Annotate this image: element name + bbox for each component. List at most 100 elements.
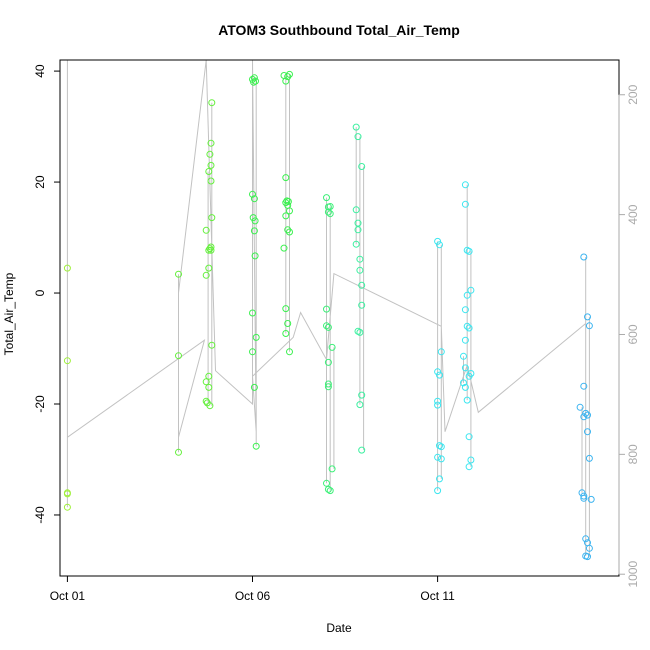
data-point [580,413,588,421]
data-point [465,324,473,332]
data-point [282,77,290,85]
data-point [323,479,330,487]
data-point [280,244,288,252]
data-point [63,264,71,272]
data-point [582,535,590,543]
y-axis-right: 200 400 600 800 1000 [618,84,640,588]
data-point [326,487,334,495]
data-point [434,397,442,405]
data-point [467,456,475,464]
data-point [251,252,259,260]
data-point [202,226,210,234]
y-tick-label: 0 [33,289,47,296]
x-tick-label: Oct 01 [50,589,86,603]
data-point [63,490,71,498]
data-point [286,207,293,215]
data-point [208,341,216,349]
data-point [436,475,443,483]
x-axis: Oct 01 Oct 06 Oct 11 [50,576,455,603]
data-point [251,217,259,225]
data-point [434,453,442,461]
data-point [461,200,469,208]
chart-title: ATOM3 Southbound Total_Air_Temp [218,22,460,38]
data-point [205,168,213,175]
data-point [175,448,182,456]
data-point [358,301,366,309]
data-point [356,266,364,274]
data-point [461,364,469,372]
data-point [576,403,584,411]
data-point [358,391,366,399]
data-point [584,313,591,321]
data-point [286,348,293,356]
data-point [323,194,330,202]
data-point [207,246,215,254]
data-point [63,357,71,365]
data-point [249,190,256,198]
data-point [437,348,445,356]
data-point [250,383,258,391]
data-point [284,73,292,81]
data-point [250,195,258,203]
y-tick-label: 20 [33,175,47,189]
data-point [463,396,471,404]
plot-box [59,59,620,577]
trace-lines [66,59,590,557]
data-point [206,245,214,253]
data-point [465,463,473,471]
data-point [205,383,213,391]
data-point [328,465,336,473]
data-point [585,544,593,552]
data-point [582,409,590,417]
data-point [206,402,214,410]
data-points [63,70,595,561]
data-point [436,371,443,379]
y-tick-label: -20 [33,395,47,413]
data-point [284,320,292,327]
data-point [358,163,366,170]
data-point [284,226,292,234]
data-point [434,487,442,495]
data-point [202,397,210,405]
data-point [208,99,216,107]
data-point [358,281,366,289]
data-point [282,212,290,220]
data-point [465,433,473,441]
data-point [324,208,332,216]
data-point [202,271,210,279]
data-point [175,352,182,360]
data-point [437,455,445,463]
data-point [207,139,215,147]
data-point [587,495,595,503]
right-y-tick-label: 200 [626,84,640,104]
data-point [437,443,445,451]
data-point [250,227,258,235]
y-axis-label: Total_Air_Temp [2,272,16,355]
data-point [356,328,364,336]
y-tick-label: -40 [33,506,47,524]
data-point [352,240,360,248]
data-point [463,322,471,330]
data-point [282,174,290,182]
right-y-tick-label: 800 [626,444,640,464]
data-point [286,70,293,78]
data-point [356,401,364,409]
x-tick-label: Oct 06 [235,589,271,603]
data-point [207,243,215,251]
data-point [584,428,591,436]
data-point [202,378,210,386]
data-point [580,494,588,502]
data-point [434,237,442,245]
data-point [249,348,256,356]
x-axis-label: Date [326,621,352,635]
data-point [286,228,293,236]
data-point [358,446,366,454]
data-point [580,382,588,390]
data-point [463,291,471,299]
right-y-tick-label: 400 [626,204,640,224]
data-point [206,150,214,158]
data-point [584,553,591,561]
data-point [580,492,588,500]
data-point [585,454,593,462]
